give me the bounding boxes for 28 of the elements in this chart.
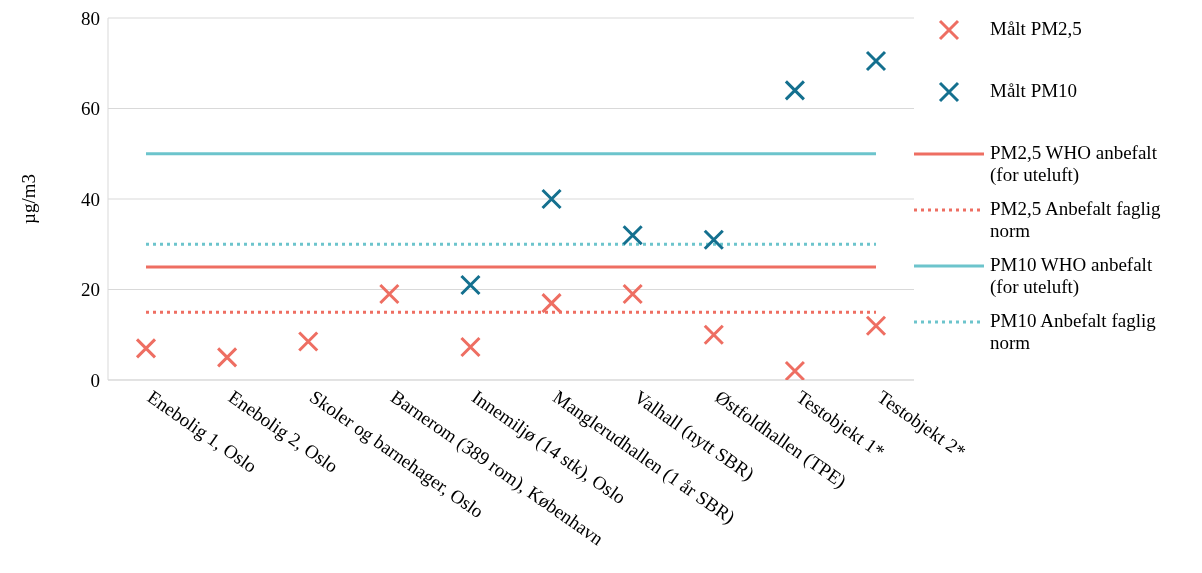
point bbox=[135, 337, 157, 359]
point bbox=[541, 292, 563, 314]
point bbox=[865, 50, 887, 72]
point bbox=[865, 315, 887, 337]
point bbox=[459, 336, 481, 358]
legend-label: Målt PM10 bbox=[990, 80, 1078, 102]
legend-label: Målt PM2,5 bbox=[990, 18, 1082, 40]
y-tick-label: 20 bbox=[81, 279, 100, 301]
legend-label: PM2,5 WHO anbefalt (for uteluft) bbox=[990, 142, 1158, 186]
point bbox=[703, 324, 725, 346]
point bbox=[784, 360, 806, 380]
y-tick-label: 40 bbox=[81, 188, 100, 210]
y-tick-label: 60 bbox=[81, 98, 100, 120]
legend-label: PM2,5 Anbefalt faglig norm bbox=[990, 198, 1162, 242]
point bbox=[622, 283, 644, 305]
y-axis-title: µg/m3 bbox=[17, 173, 39, 225]
point bbox=[378, 283, 400, 305]
point bbox=[459, 274, 481, 296]
point bbox=[297, 331, 319, 353]
point bbox=[216, 346, 238, 368]
point bbox=[703, 229, 725, 251]
legend-label: PM10 Anbefalt faglig norm bbox=[990, 310, 1157, 354]
point bbox=[622, 224, 644, 246]
point bbox=[784, 79, 806, 101]
y-tick-label: 0 bbox=[90, 369, 100, 391]
y-tick-label: 80 bbox=[81, 7, 100, 29]
point bbox=[541, 188, 563, 210]
legend-label: PM10 WHO anbefalt (for uteluft) bbox=[990, 254, 1154, 298]
